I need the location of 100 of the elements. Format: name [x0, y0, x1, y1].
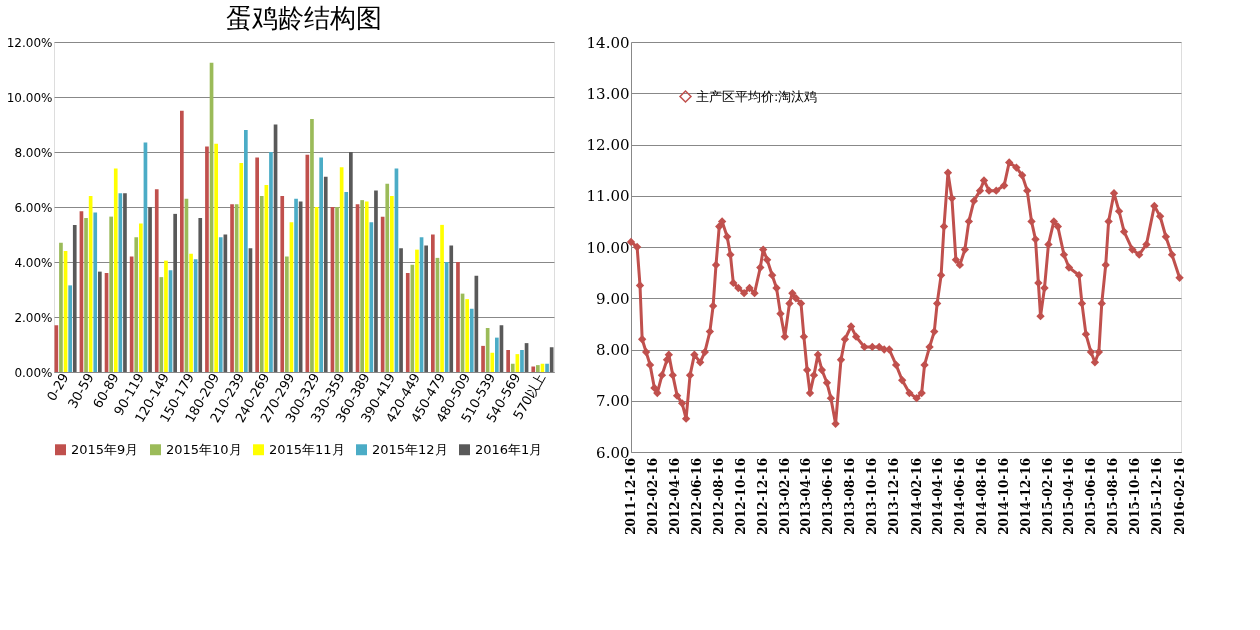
bar	[269, 152, 273, 372]
bar	[294, 198, 298, 372]
legend-label: 2015年9月	[71, 441, 139, 457]
bar	[490, 352, 495, 372]
y-tick-label: 9.00	[596, 289, 630, 308]
y-tick-label: 10.00	[586, 238, 630, 257]
bar	[214, 143, 218, 372]
bar	[319, 157, 323, 372]
bar	[531, 366, 536, 372]
bar	[280, 196, 285, 372]
bar	[173, 213, 177, 372]
bar	[323, 176, 328, 372]
y-tick-label: 14.00	[586, 33, 630, 52]
bar	[335, 207, 339, 372]
bar	[449, 245, 454, 372]
bar	[189, 253, 193, 372]
bar	[469, 308, 474, 372]
bar	[98, 271, 102, 372]
x-tick-label: 2014-10-16	[996, 458, 1011, 535]
y-tick-label: 8.00	[596, 341, 630, 359]
bar	[374, 190, 378, 372]
x-tick-label: 2014-04-16	[930, 458, 945, 535]
y-tick-label: 8.00%	[14, 145, 53, 160]
x-tick-label: 2015-06-16	[1084, 458, 1099, 535]
bar	[139, 223, 143, 372]
bar	[164, 260, 168, 372]
bar	[481, 345, 485, 372]
x-tick-label: 2015-04-16	[1062, 458, 1077, 535]
bar	[520, 350, 524, 372]
bar	[344, 191, 349, 372]
x-tick-label: 2012-02-16	[646, 458, 661, 535]
x-tick-label: 2012-04-16	[667, 458, 682, 535]
bar	[415, 249, 419, 372]
bar	[510, 363, 515, 372]
x-tick-label: 2015-10-16	[1128, 458, 1143, 535]
x-tick-label: 2012-06-16	[689, 458, 704, 535]
bar	[198, 218, 203, 372]
bar	[349, 152, 353, 372]
bar	[72, 224, 77, 372]
x-tick-label: 2016-02-16	[1172, 458, 1187, 535]
bar	[495, 337, 499, 372]
bar	[506, 350, 510, 372]
x-tick-label: 2013-10-16	[865, 458, 880, 535]
y-tick-label: 2.00%	[14, 310, 53, 325]
bar	[205, 146, 209, 372]
bar	[180, 110, 184, 372]
x-tick-label: 2013-04-16	[799, 458, 814, 535]
x-tick-label: 2015-08-16	[1106, 458, 1121, 535]
x-tick-label: 2015-02-16	[1041, 458, 1056, 535]
bar	[465, 299, 469, 372]
bar	[431, 234, 435, 372]
y-tick-label: 6.00%	[14, 200, 53, 215]
bar	[360, 200, 364, 372]
bar	[285, 256, 289, 372]
bar	[148, 207, 152, 372]
bar	[68, 285, 72, 372]
y-tick-label: 12.00%	[6, 35, 53, 50]
bar	[259, 196, 264, 372]
bar	[123, 193, 127, 372]
bar	[424, 245, 428, 372]
x-tick-label: 2014-06-16	[952, 458, 967, 535]
x-tick-label: 2013-08-16	[843, 458, 858, 535]
bar	[390, 196, 394, 372]
bar	[109, 216, 113, 372]
bar	[239, 163, 244, 372]
y-tick-label: 7.00	[596, 392, 630, 411]
bar	[364, 201, 369, 372]
x-tick-label: 2014-12-16	[1018, 458, 1033, 535]
legend-label: 主产区平均价:淘汰鸡	[696, 88, 818, 104]
bar	[405, 273, 410, 372]
x-tick-label: 2013-06-16	[821, 458, 836, 535]
bar	[59, 242, 63, 372]
bar	[536, 365, 540, 372]
x-tick-label: 2012-08-16	[711, 458, 726, 535]
x-tick-label: 2015-12-16	[1150, 458, 1165, 535]
x-tick-label: 2014-08-16	[974, 458, 989, 535]
bar	[310, 119, 314, 372]
legend-label: 2016年1月	[475, 441, 543, 457]
bar	[399, 248, 403, 372]
x-tick-label: 2013-12-16	[887, 458, 902, 535]
y-tick-label: 4.00%	[14, 255, 53, 270]
bar	[134, 237, 139, 372]
y-tick-label: 12.00	[586, 136, 630, 154]
bar	[440, 224, 444, 372]
bar	[84, 218, 88, 372]
bar	[244, 130, 248, 372]
x-tick-label: 2013-02-16	[778, 458, 793, 535]
bar	[255, 157, 259, 372]
bar	[230, 204, 234, 372]
chart-title: 蛋鸡龄结构图	[226, 3, 382, 33]
bar	[456, 262, 460, 372]
x-tick-label: 2012-10-16	[733, 458, 748, 535]
bar	[218, 237, 223, 372]
bar	[154, 189, 159, 372]
legend-label: 2015年12月	[372, 441, 448, 457]
bar	[545, 363, 549, 372]
y-tick-label: 13.00	[586, 84, 630, 103]
y-tick-label: 11.00	[586, 187, 630, 206]
bar	[113, 168, 118, 372]
bar	[385, 183, 390, 372]
